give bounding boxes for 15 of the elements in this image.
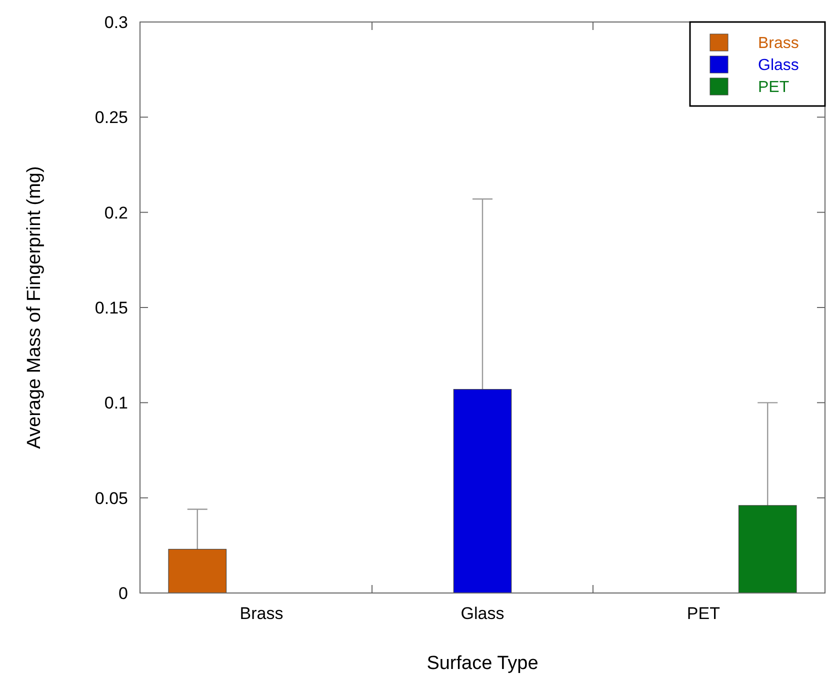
legend-label: Glass [758, 57, 799, 74]
y-tick-label: 0.25 [94, 108, 128, 128]
legend-label: PET [758, 79, 790, 96]
y-tick-label: 0.3 [104, 12, 128, 32]
y-tick-label: 0 [118, 584, 128, 603]
y-tick-label: 0.05 [94, 488, 128, 508]
y-tick-label: 0.15 [94, 298, 128, 318]
x-tick-label: PET [686, 604, 720, 623]
x-tick-label: Brass [240, 604, 284, 623]
x-tick-label: Glass [460, 604, 504, 623]
y-axis-title: Average Mass of Fingerprint (mg) [24, 166, 45, 449]
y-tick-label: 0.2 [104, 203, 128, 222]
legend-label: Brass [758, 35, 799, 52]
x-axis-title: Surface Type [426, 653, 538, 674]
y-tick-label: 0.1 [104, 394, 128, 413]
